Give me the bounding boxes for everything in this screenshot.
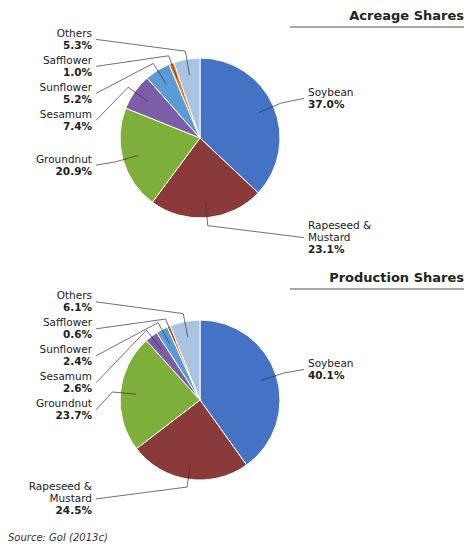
slice-label: Sesamum [40,370,92,382]
data-label: Others6.1% [57,289,93,313]
value-label: 20.9% [56,165,93,177]
pie-chart: Acreage Shares Soybean37.0% Rapeseed &Must… [36,8,464,255]
slice-label-line: Sunflower [40,81,93,93]
value-label: 23.1% [308,243,345,255]
data-label: Others5.3% [57,27,93,51]
data-label: Soybean40.1% [308,357,354,381]
annotation: Source: GoI (2013c) [8,532,108,543]
title-underline [290,27,464,28]
leader-line [261,369,304,380]
pie-chart: Production Shares Soybean40.1% Rapeseed &M… [29,270,464,516]
slice-label-line: Sesamum [40,370,92,382]
leader-line [96,39,189,75]
slice-label-line: Others [57,27,92,39]
slice [174,58,200,138]
title: Production Shares [329,270,464,285]
slice-label: Sunflower [40,343,93,355]
value-label: 37.0% [308,98,345,110]
leader-line [96,87,148,120]
slice-label-line: Rapeseed & [308,219,371,231]
value-label: 5.3% [63,39,93,51]
figure: Acreage SharesSoybean37.0%Rapeseed &Must… [0,0,474,547]
slice-label: Rapeseed &Mustard [29,480,92,504]
slices [120,320,280,480]
slice-label-line: Safflower [43,316,93,328]
data-labels: Soybean37.0% Rapeseed &Mustard23.1% Ground… [36,27,371,255]
data-label: Sesamum2.6% [40,370,93,394]
data-label: Sunflower2.4% [40,343,93,367]
value-label: 6.1% [63,301,93,313]
data-label: Groundnut23.7% [36,397,93,421]
leader-line [96,302,188,337]
value-label: 2.4% [63,355,93,367]
value-label: 2.6% [63,382,93,394]
slice-label: Safflower [43,54,93,66]
leader-line [96,392,136,410]
leader-line [96,56,177,78]
leader-line [206,202,304,238]
leader-line [96,319,175,341]
slice-label: Groundnut [36,153,92,165]
slice-label: Others [57,27,92,39]
leader-line [259,98,304,112]
slice-label-line: Sesamum [40,108,92,120]
slices [120,58,280,218]
slice-label: Sunflower [40,81,93,93]
slice-label-line: Groundnut [36,153,92,165]
slice-label-line: Soybean [308,357,354,369]
slice-label-line: Groundnut [36,397,92,409]
data-label: Soybean37.0% [308,86,354,110]
data-label: Sesamum7.4% [40,108,93,132]
data-labels: Soybean40.1% Rapeseed &Mustard24.5% Ground… [29,289,354,516]
value-label: 40.1% [308,369,345,381]
value-label: 7.4% [63,120,93,132]
slice-label: Sesamum [40,108,92,120]
slice-label-line: Safflower [43,54,93,66]
title: Acreage Shares [349,8,464,23]
value-label: 1.0% [63,66,93,78]
slice-label-line: Rapeseed & [29,480,92,492]
leader-line [96,155,138,165]
data-label: Rapeseed &Mustard24.5% [29,480,93,516]
leader-line [96,63,166,93]
title-underline [290,289,464,290]
slice-label: Soybean [308,86,354,98]
slice [170,320,200,400]
slice-label-line: Others [57,289,92,301]
slice-label-line: Mustard [308,231,351,243]
value-label: 24.5% [56,504,93,516]
data-label: Safflower0.6% [43,316,93,340]
slice-label: Groundnut [36,397,92,409]
data-label: Sunflower5.2% [40,81,93,105]
slice-label: Rapeseed &Mustard [308,219,371,243]
value-label: 0.6% [63,328,93,340]
slice-label: Others [57,289,92,301]
slice-label: Soybean [308,357,354,369]
leader-line [96,463,191,499]
data-label: Rapeseed &Mustard23.1% [308,219,371,255]
slice-label-line: Soybean [308,86,354,98]
slice-label-line: Mustard [49,492,92,504]
value-label: 5.2% [63,93,93,105]
data-label: Groundnut20.9% [36,153,93,177]
data-label: Safflower1.0% [43,54,93,78]
value-label: 23.7% [56,409,93,421]
slice-label-line: Sunflower [40,343,93,355]
slice-label: Safflower [43,316,93,328]
